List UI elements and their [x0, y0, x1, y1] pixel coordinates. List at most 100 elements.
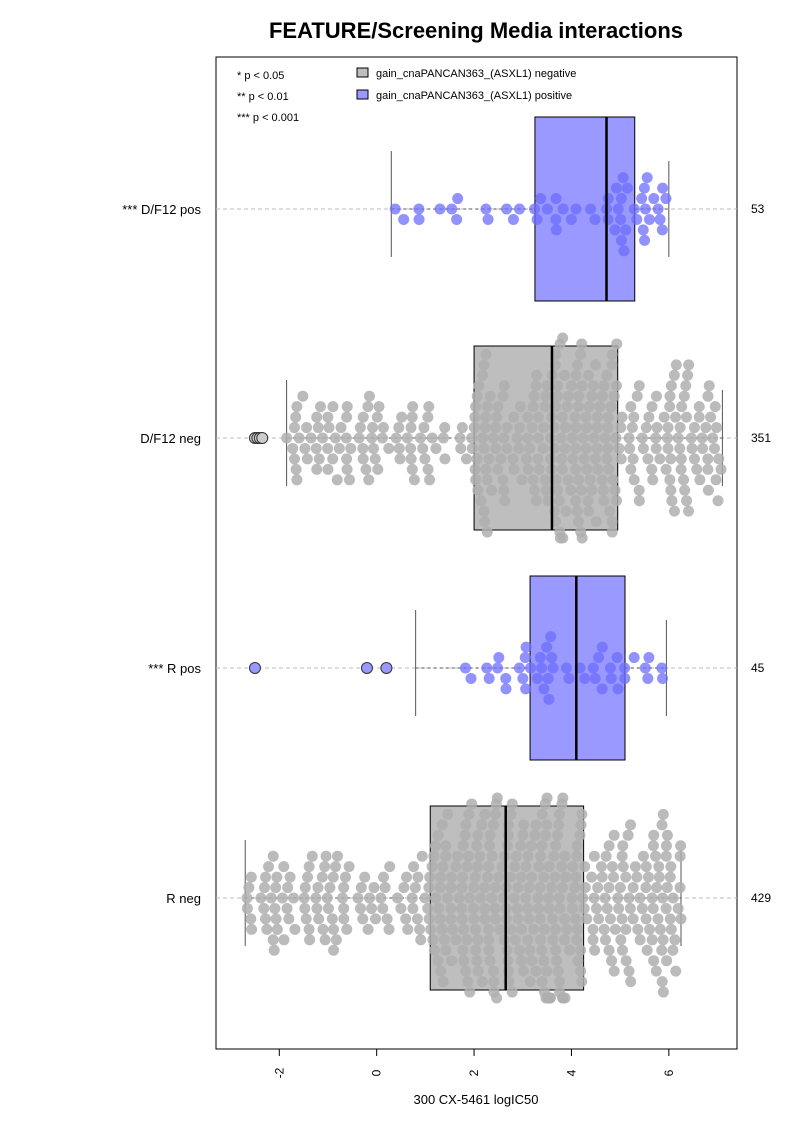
data-point — [637, 442, 649, 454]
data-point — [415, 934, 427, 946]
data-point — [483, 672, 495, 684]
data-point — [512, 913, 524, 925]
data-point — [371, 411, 383, 423]
data-point — [466, 442, 478, 454]
data-point — [293, 432, 305, 444]
data-point — [619, 672, 631, 684]
data-point — [588, 892, 600, 904]
data-point — [513, 944, 525, 956]
data-point — [301, 453, 313, 465]
data-point — [461, 934, 473, 946]
data-point — [641, 944, 653, 956]
data-point — [541, 641, 553, 653]
data-point — [519, 652, 531, 664]
data-point — [445, 871, 457, 883]
outlier-point — [248, 662, 261, 674]
data-point — [479, 902, 491, 914]
data-point — [674, 850, 686, 862]
data-point — [642, 672, 654, 684]
data-point — [360, 463, 372, 475]
data-point — [595, 861, 607, 873]
data-point — [501, 422, 513, 434]
data-point — [480, 348, 492, 360]
data-point — [489, 913, 501, 925]
data-point — [520, 892, 532, 904]
data-point — [460, 965, 472, 977]
data-point — [522, 902, 534, 914]
data-point — [552, 484, 564, 496]
data-point — [574, 829, 586, 841]
data-point — [678, 390, 690, 402]
data-point — [319, 934, 331, 946]
data-point — [489, 808, 501, 820]
data-point — [532, 453, 544, 465]
data-point — [528, 390, 540, 402]
data-point — [363, 474, 375, 486]
data-point — [550, 213, 562, 225]
data-point — [596, 474, 608, 486]
data-point — [303, 923, 315, 935]
outlier-point — [380, 662, 393, 674]
data-point — [466, 432, 478, 444]
data-point — [652, 203, 664, 215]
data-point — [278, 934, 290, 946]
data-point — [570, 203, 582, 215]
data-point — [450, 861, 462, 873]
data-point — [522, 934, 534, 946]
data-point — [633, 484, 645, 496]
data-point — [515, 871, 527, 883]
data-point — [501, 840, 513, 852]
data-point — [241, 892, 253, 904]
data-point — [344, 474, 356, 486]
data-point — [532, 432, 544, 444]
data-point — [634, 892, 646, 904]
data-point — [604, 505, 616, 517]
data-point — [422, 463, 434, 475]
data-point — [606, 955, 618, 967]
data-point — [631, 390, 643, 402]
data-point — [267, 850, 279, 862]
data-point — [518, 819, 530, 831]
data-point — [538, 923, 550, 935]
data-point — [524, 442, 536, 454]
data-point — [599, 892, 611, 904]
data-point — [656, 819, 668, 831]
data-point — [487, 432, 499, 444]
data-point — [575, 965, 587, 977]
data-point — [384, 861, 396, 873]
data-point — [572, 955, 584, 967]
data-point — [435, 965, 447, 977]
data-point — [288, 892, 300, 904]
data-point — [652, 913, 664, 925]
data-point — [533, 463, 545, 475]
data-point — [593, 652, 605, 664]
data-point — [546, 652, 558, 664]
data-point — [697, 442, 709, 454]
data-point — [394, 453, 406, 465]
data-point — [674, 422, 686, 434]
category-labels: *** D/F12 pos 53 D/F12 neg 351 *** R pos 45 R … — [122, 202, 771, 906]
data-point — [550, 474, 562, 486]
data-point — [470, 474, 482, 486]
data-point — [357, 913, 369, 925]
data-point — [614, 882, 626, 894]
data-point — [683, 359, 695, 371]
data-point — [581, 422, 593, 434]
data-point — [587, 934, 599, 946]
data-point — [339, 871, 351, 883]
data-point — [525, 840, 537, 852]
data-point — [657, 672, 669, 684]
data-point — [338, 902, 350, 914]
data-point — [596, 871, 608, 883]
data-point — [651, 882, 663, 894]
data-point — [625, 819, 637, 831]
data-point — [377, 902, 389, 914]
data-point — [599, 934, 611, 946]
data-point — [290, 463, 302, 475]
data-point — [590, 359, 602, 371]
data-point — [419, 892, 431, 904]
data-point — [536, 944, 548, 956]
data-point — [547, 662, 559, 674]
data-point — [586, 390, 598, 402]
data-point — [620, 955, 632, 967]
